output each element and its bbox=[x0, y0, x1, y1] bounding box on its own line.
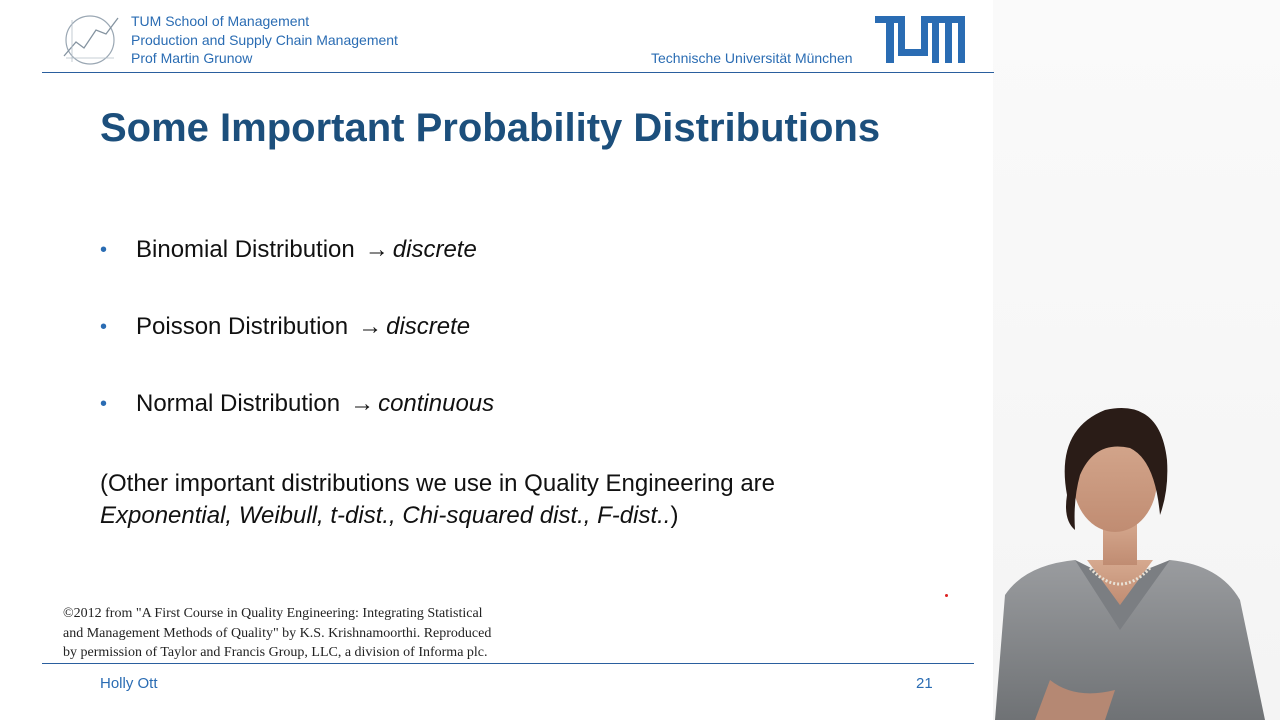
other-note-line2: Exponential, Weibull, t-dist., Chi-squar… bbox=[100, 500, 775, 532]
slide-title: Some Important Probability Distributions bbox=[100, 106, 881, 150]
other-distributions-list: Exponential, Weibull, t-dist., Chi-squar… bbox=[100, 502, 671, 529]
footer-divider bbox=[42, 663, 974, 664]
distribution-name: Normal Distribution bbox=[136, 390, 341, 417]
distribution-name: Binomial Distribution bbox=[136, 236, 355, 263]
bullet-icon: • bbox=[100, 316, 108, 338]
university-name: Technische Universität München bbox=[651, 50, 853, 66]
distribution-type: discrete bbox=[392, 236, 477, 263]
distribution-name: Poisson Distribution bbox=[136, 313, 349, 340]
other-note-line1: (Other important distributions we use in… bbox=[100, 470, 775, 497]
copyright-line: ©2012 from "A First Course in Quality En… bbox=[63, 606, 483, 621]
closing-paren: ) bbox=[670, 502, 679, 529]
arrow-right-icon: → bbox=[350, 390, 375, 417]
affiliation-professor: Prof Martin Grunow bbox=[131, 50, 253, 66]
bullet-text: Poisson Distribution → discrete bbox=[136, 313, 470, 341]
copyright-line: and Management Methods of Quality" by K.… bbox=[63, 625, 492, 641]
distribution-type: continuous bbox=[378, 390, 495, 417]
bullet-text: Normal Distribution → continuous bbox=[136, 390, 494, 418]
page-number: 21 bbox=[916, 675, 933, 692]
affiliation-chair: Production and Supply Chain Management bbox=[131, 31, 398, 48]
distribution-type: discrete bbox=[386, 313, 471, 340]
copyright-line: by permission of Taylor and Francis Grou… bbox=[63, 645, 488, 660]
affiliation-school: TUM School of Management bbox=[131, 13, 310, 29]
presenter-video-image bbox=[995, 408, 1265, 720]
copyright-notice: ©2012 from "A First Course in Quality En… bbox=[63, 604, 491, 663]
bullet-icon: • bbox=[100, 393, 108, 415]
tum-logo-icon bbox=[875, 16, 965, 63]
arrow-right-icon: → bbox=[358, 313, 383, 340]
bullet-icon: • bbox=[100, 239, 108, 261]
chair-logo-icon bbox=[63, 15, 119, 65]
header-divider bbox=[42, 72, 994, 73]
laser-pointer-dot bbox=[945, 594, 948, 597]
other-distributions-note: (Other important distributions we use in… bbox=[100, 468, 775, 532]
affiliation-block: TUM School of Management Production and … bbox=[131, 12, 398, 68]
arrow-right-icon: → bbox=[364, 236, 389, 263]
bullet-text: Binomial Distribution → discrete bbox=[136, 236, 477, 264]
presenter-name: Holly Ott bbox=[100, 675, 158, 692]
